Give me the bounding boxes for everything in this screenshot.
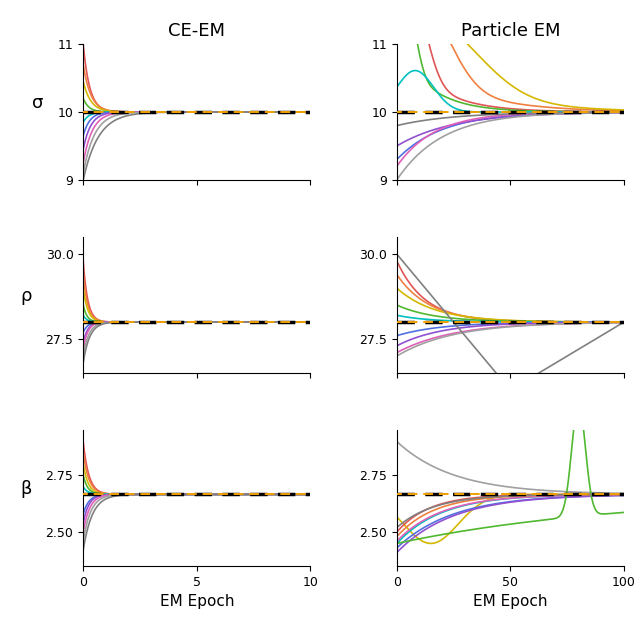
X-axis label: EM Epoch: EM Epoch	[159, 594, 234, 610]
Title: CE-EM: CE-EM	[168, 21, 225, 40]
X-axis label: EM Epoch: EM Epoch	[473, 594, 548, 610]
Y-axis label: σ: σ	[33, 94, 44, 112]
Y-axis label: ρ: ρ	[20, 287, 32, 305]
Y-axis label: β: β	[20, 480, 32, 498]
Title: Particle EM: Particle EM	[461, 21, 560, 40]
